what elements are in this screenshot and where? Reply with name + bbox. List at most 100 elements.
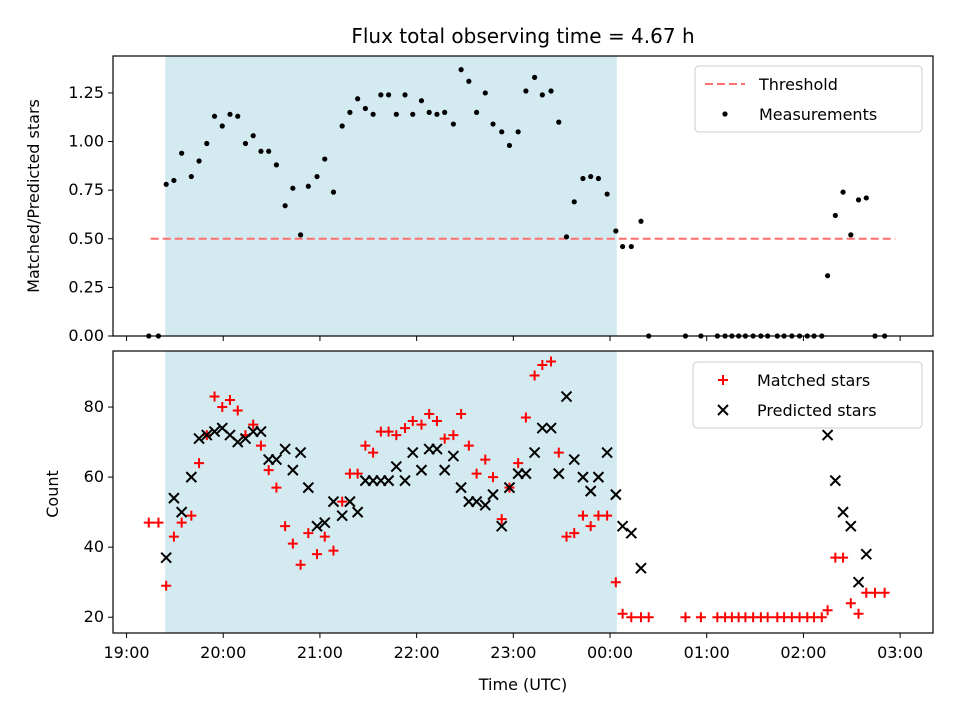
data-point <box>410 111 416 117</box>
data-point <box>595 175 602 182</box>
data-point <box>347 109 353 115</box>
y-tick-label: 0.00 <box>68 326 104 345</box>
legend-label: Threshold <box>758 75 838 94</box>
data-point <box>553 467 565 480</box>
data-point <box>330 189 337 195</box>
data-point <box>407 416 418 427</box>
data-point <box>208 425 221 438</box>
y-tick-label: 1.00 <box>68 132 104 151</box>
legend-swatch <box>722 111 728 117</box>
data-point <box>840 189 846 195</box>
data-point <box>584 485 597 497</box>
data-point <box>638 218 644 224</box>
data-point <box>861 587 872 598</box>
data-point <box>227 111 233 117</box>
data-point <box>860 548 872 560</box>
data-point <box>561 531 572 542</box>
data-point <box>360 440 371 451</box>
data-point <box>287 538 298 549</box>
data-point <box>613 228 619 234</box>
data-point <box>869 587 880 598</box>
data-point <box>282 203 288 209</box>
data-point <box>838 552 849 563</box>
data-point <box>863 195 869 201</box>
data-point <box>456 409 467 420</box>
legend: Threshold Measurements <box>694 65 923 133</box>
data-point <box>209 391 220 402</box>
data-point <box>471 468 482 479</box>
data-point <box>848 232 854 238</box>
data-point <box>496 520 508 532</box>
data-point <box>393 111 399 117</box>
data-point <box>610 488 622 501</box>
data-point <box>303 528 314 539</box>
data-point <box>568 453 580 466</box>
x-tick-label: 20:00 <box>200 643 246 662</box>
data-point <box>415 464 428 476</box>
data-point <box>466 78 472 84</box>
legend-label: Measurements <box>759 105 877 124</box>
data-point <box>588 173 594 180</box>
data-point <box>431 416 442 427</box>
data-point <box>879 587 890 598</box>
data-point <box>821 429 834 441</box>
y-tick-label: 40 <box>84 537 104 556</box>
y-tick-label: 0.50 <box>68 229 104 248</box>
data-point <box>383 426 394 437</box>
data-point <box>370 111 376 117</box>
data-point <box>528 446 541 459</box>
data-point <box>431 443 443 455</box>
data-point <box>297 232 304 238</box>
data-point <box>352 468 363 479</box>
series-predicted-stars <box>160 390 872 588</box>
data-point <box>515 129 521 135</box>
x-axis-label: Time (UTC) <box>478 675 567 694</box>
data-point <box>592 471 605 483</box>
data-point <box>553 447 564 458</box>
data-point <box>855 197 862 203</box>
data-point <box>695 612 706 623</box>
data-point <box>626 612 637 623</box>
data-point <box>616 520 629 532</box>
data-point <box>520 412 531 423</box>
x-tick-label: 22:00 <box>394 643 440 662</box>
data-point <box>219 123 225 129</box>
legend-label: Predicted stars <box>757 401 877 420</box>
data-point <box>545 422 557 434</box>
data-point <box>853 608 864 619</box>
data-point <box>391 430 402 441</box>
data-point <box>513 458 524 469</box>
data-point <box>319 516 331 529</box>
data-point <box>337 496 348 507</box>
data-point <box>571 199 577 205</box>
data-point <box>458 67 464 73</box>
data-point <box>482 90 488 96</box>
data-point <box>424 409 435 420</box>
data-point <box>560 390 573 403</box>
data-point <box>161 580 172 591</box>
data-point <box>312 549 323 560</box>
data-point <box>577 510 588 521</box>
data-point <box>290 185 296 191</box>
data-point <box>563 234 570 240</box>
data-point <box>279 443 291 455</box>
data-point <box>442 109 448 115</box>
data-point <box>255 440 266 451</box>
data-point <box>628 243 634 250</box>
data-point <box>580 175 586 182</box>
data-point <box>577 471 589 483</box>
data-point <box>487 488 499 501</box>
data-point <box>168 531 179 542</box>
data-point <box>434 111 440 117</box>
observing-window-band <box>165 56 617 336</box>
data-point <box>171 177 177 184</box>
data-point <box>311 520 323 532</box>
data-point <box>439 433 450 444</box>
data-point <box>143 517 154 528</box>
data-point <box>479 499 491 511</box>
data-point <box>416 419 427 430</box>
data-point <box>480 454 491 465</box>
data-point <box>602 510 613 521</box>
legend-swatch <box>717 404 729 416</box>
data-point <box>232 405 243 416</box>
